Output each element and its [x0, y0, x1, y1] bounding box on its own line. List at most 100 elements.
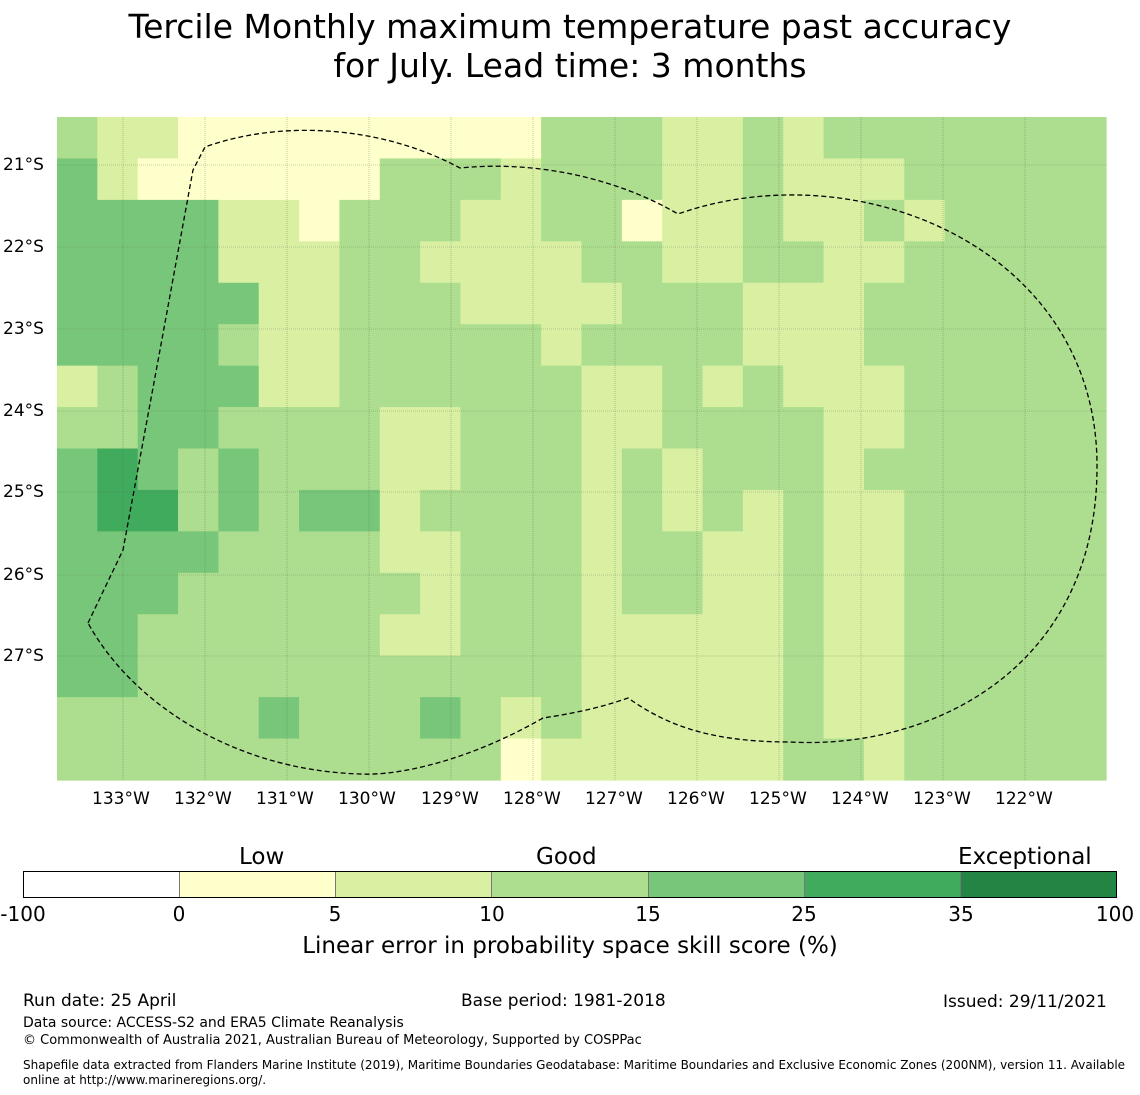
grid-cell	[662, 241, 704, 284]
grid-cell	[97, 241, 139, 284]
grid-cell	[258, 614, 300, 657]
grid-cell	[500, 614, 542, 657]
grid-cell	[863, 614, 905, 657]
grid-cell	[783, 158, 825, 201]
grid-cell	[863, 117, 905, 160]
grid-cell	[783, 407, 825, 450]
grid-cell	[57, 117, 98, 160]
grid-cell	[783, 199, 825, 242]
grid-cell	[581, 738, 623, 781]
grid-cell	[1065, 448, 1107, 491]
copyright: © Commonwealth of Australia 2021, Austra…	[23, 1033, 642, 1048]
lat-label: 21°S	[3, 155, 44, 175]
map-title-line2: for July. Lead time: 3 months	[333, 46, 807, 85]
grid-cell	[581, 489, 623, 532]
grid-cell	[379, 655, 421, 698]
grid-cell	[984, 324, 1026, 367]
grid-cell	[137, 407, 179, 450]
grid-cell	[1065, 282, 1107, 325]
grid-cell	[420, 738, 462, 781]
grid-cell	[258, 697, 300, 740]
grid-cell	[863, 407, 905, 450]
grid-cell	[904, 572, 946, 615]
grid-cell	[420, 324, 462, 367]
grid-cell	[863, 572, 905, 615]
grid-cell	[984, 531, 1026, 574]
grid-cell	[299, 407, 341, 450]
grid-cell	[420, 365, 462, 408]
grid-cell	[944, 697, 986, 740]
grid-cell	[581, 407, 623, 450]
data-source: Data source: ACCESS-S2 and ERA5 Climate …	[23, 1015, 404, 1031]
grid-cell	[621, 324, 663, 367]
grid-cell	[984, 158, 1026, 201]
grid-cell	[178, 365, 219, 408]
grid-cell	[662, 697, 704, 740]
grid-cell	[500, 531, 542, 574]
grid-cell	[137, 614, 179, 657]
grid-cell	[258, 531, 300, 574]
grid-cell	[863, 489, 905, 532]
colorbar-segment	[804, 872, 961, 897]
grid-cell	[823, 365, 865, 408]
grid-cell	[57, 324, 98, 367]
issued-date: Issued: 29/11/2021	[943, 992, 1107, 1012]
grid-cell	[339, 158, 381, 201]
grid-cell	[581, 655, 623, 698]
grid-cell	[178, 117, 219, 160]
grid-cell	[984, 489, 1026, 532]
grid-cell	[541, 697, 583, 740]
grid-cell	[500, 199, 542, 242]
grid-cell	[178, 324, 219, 367]
grid-cell	[178, 697, 219, 740]
grid-cell	[662, 572, 704, 615]
grid-cell	[460, 158, 502, 201]
grid-cell	[984, 241, 1026, 284]
grid-cell	[460, 407, 502, 450]
grid-cell	[379, 614, 421, 657]
grid-cell	[823, 531, 865, 574]
colorbar-segment	[336, 872, 493, 897]
grid-cell	[742, 158, 784, 201]
grid-cell	[1025, 614, 1067, 657]
grid-cell	[742, 489, 784, 532]
grid-cell	[662, 282, 704, 325]
grid-cell	[984, 448, 1026, 491]
grid-cell	[904, 655, 946, 698]
grid-cell	[339, 199, 381, 242]
grid-cell	[57, 697, 98, 740]
grid-cell	[339, 489, 381, 532]
grid-cell	[137, 241, 179, 284]
grid-cell	[904, 407, 946, 450]
grid-cell	[1065, 324, 1107, 367]
grid-cell	[621, 531, 663, 574]
grid-cell	[97, 738, 139, 781]
base-period: Base period: 1981-2018	[461, 991, 666, 1011]
grid-cell	[662, 407, 704, 450]
grid-cell	[460, 655, 502, 698]
grid-cell	[258, 282, 300, 325]
grid-cell	[97, 365, 139, 408]
colorbar-tick: -100	[0, 902, 46, 926]
grid-cell	[339, 407, 381, 450]
grid-cell	[57, 531, 98, 574]
colorbar-tick: 0	[172, 902, 186, 926]
grid-cell	[137, 738, 179, 781]
grid-cell	[621, 282, 663, 325]
grid-cell	[904, 241, 946, 284]
grid-cell	[1025, 738, 1067, 781]
grid-cell	[944, 489, 986, 532]
grid-cell	[218, 572, 260, 615]
grid-cell	[178, 572, 219, 615]
grid-cell	[299, 531, 341, 574]
grid-cell	[420, 614, 462, 657]
grid-cell	[379, 117, 421, 160]
grid-cell	[178, 489, 219, 532]
grid-cell	[97, 655, 139, 698]
lon-label: 132°W	[174, 789, 232, 809]
grid-cell	[299, 655, 341, 698]
grid-cell	[783, 655, 825, 698]
grid-cell	[137, 158, 179, 201]
lat-label: 22°S	[3, 237, 44, 257]
grid-cell	[541, 655, 583, 698]
